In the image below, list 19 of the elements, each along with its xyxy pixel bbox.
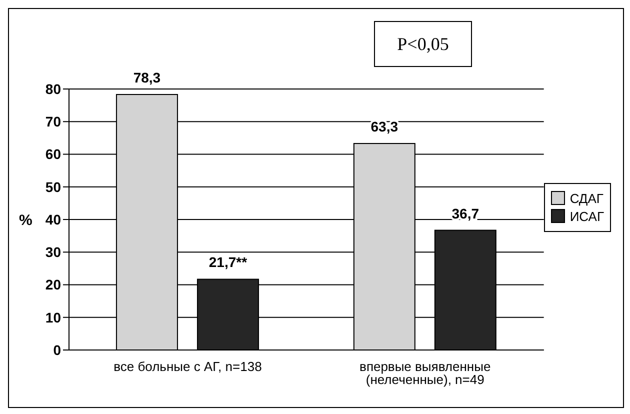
y-tick-label: 80 bbox=[45, 80, 62, 97]
legend-label: ИСАГ bbox=[570, 208, 604, 224]
data-label: 36,7 bbox=[452, 205, 480, 222]
y-tick-label: 0 bbox=[53, 342, 62, 358]
x-tick-label: впервые выявленные (нелеченные), n=49 bbox=[360, 359, 491, 388]
y-tick-label: 40 bbox=[45, 211, 62, 228]
y-axis-title: % bbox=[19, 212, 32, 229]
callout-box: P<0,05 bbox=[374, 21, 472, 67]
legend-label: СДАГ bbox=[570, 190, 604, 206]
x-tick-label: все больные с АГ, n=138 bbox=[114, 359, 262, 374]
y-tick-label: 10 bbox=[45, 309, 62, 326]
data-label: 78,3 bbox=[133, 70, 161, 86]
y-tick-label: 60 bbox=[45, 146, 62, 162]
y-tick-label: 70 bbox=[45, 114, 62, 130]
data-label: 21,7** bbox=[208, 254, 248, 270]
y-tick-label: 30 bbox=[45, 244, 62, 260]
y-tick-label: 50 bbox=[45, 178, 62, 195]
y-tick-label: 20 bbox=[45, 276, 62, 293]
data-label: 63,3 bbox=[370, 118, 398, 134]
